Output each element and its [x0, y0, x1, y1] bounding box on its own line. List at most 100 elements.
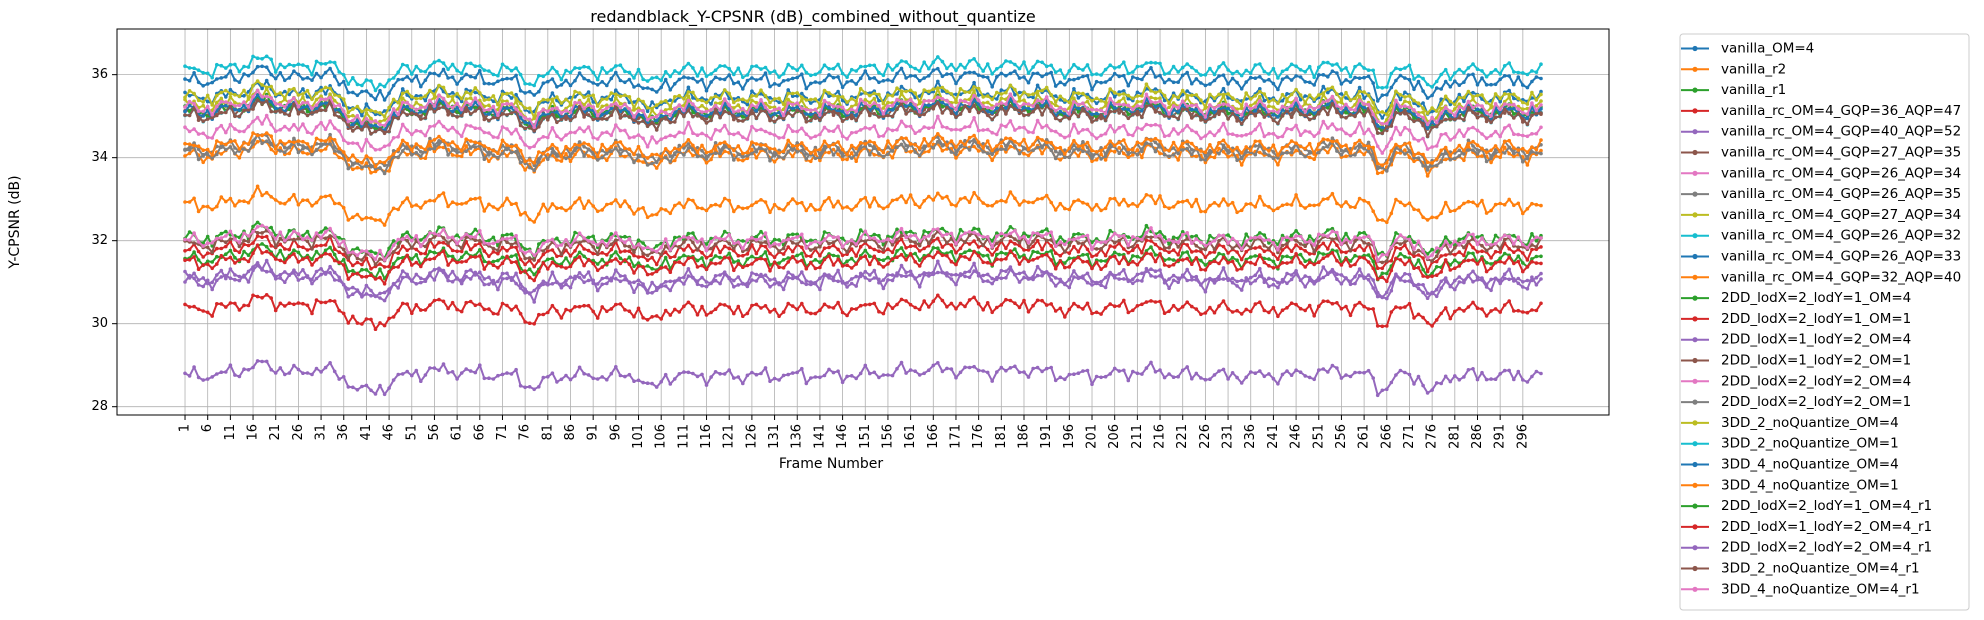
- series-point: [1312, 157, 1316, 161]
- series-point: [800, 91, 804, 96]
- series-point: [858, 303, 863, 308]
- series-point: [1208, 250, 1212, 255]
- series-point: [1081, 91, 1085, 96]
- series-point: [940, 226, 945, 231]
- series-point: [863, 303, 868, 307]
- series-point: [927, 194, 931, 199]
- series-point: [1534, 245, 1539, 249]
- series-point: [1326, 228, 1330, 232]
- series-point: [1158, 89, 1162, 93]
- series-point: [1407, 372, 1412, 377]
- series-point: [473, 238, 478, 242]
- series-point: [264, 78, 269, 83]
- series-point: [1126, 83, 1131, 88]
- series-point: [972, 80, 976, 85]
- series-point: [1375, 324, 1380, 328]
- series-point: [768, 379, 772, 384]
- series-point: [1149, 60, 1153, 65]
- series-point: [233, 277, 237, 282]
- series-point: [927, 241, 931, 245]
- series-point: [446, 67, 450, 72]
- series-point: [908, 88, 913, 93]
- series-point: [954, 306, 958, 311]
- series-point: [614, 238, 618, 242]
- series-point: [396, 251, 401, 255]
- series-point: [1430, 106, 1434, 110]
- series-point: [323, 62, 328, 66]
- series-point: [1416, 248, 1421, 253]
- series-point: [1335, 366, 1339, 370]
- series-point: [192, 91, 196, 96]
- series-point: [1276, 101, 1280, 105]
- series-point: [509, 236, 514, 240]
- series-point: [858, 128, 863, 132]
- series-point: [518, 257, 523, 262]
- series-point: [750, 203, 754, 207]
- series-point: [1484, 119, 1489, 124]
- series-point: [1330, 85, 1335, 90]
- series-point: [287, 301, 292, 306]
- series-point: [278, 91, 283, 95]
- series-point: [595, 243, 600, 247]
- series-point: [550, 77, 555, 81]
- series-point: [668, 382, 673, 386]
- series-point: [568, 254, 573, 258]
- series-point: [1076, 66, 1081, 71]
- series-point: [845, 313, 849, 318]
- series-point: [514, 281, 518, 286]
- series-point: [201, 309, 205, 313]
- series-point: [260, 296, 264, 300]
- series-point: [659, 100, 663, 104]
- series-point: [1516, 132, 1521, 137]
- series-point: [278, 201, 283, 205]
- series-point: [1221, 121, 1226, 126]
- series-point: [1307, 155, 1312, 160]
- series-point: [763, 200, 768, 204]
- series-point: [614, 70, 618, 75]
- series-point: [559, 252, 564, 256]
- series-point: [1357, 76, 1362, 80]
- series-point: [727, 91, 731, 96]
- series-point: [745, 252, 750, 256]
- series-point: [1457, 83, 1462, 87]
- series-point: [192, 276, 196, 281]
- series-point: [1280, 243, 1285, 248]
- series-point: [400, 233, 405, 237]
- series-point: [1335, 62, 1339, 66]
- series-point: [908, 229, 913, 234]
- series-point: [1053, 284, 1058, 288]
- series-point: [387, 78, 391, 82]
- series-point: [382, 109, 387, 113]
- series-point: [1525, 134, 1530, 139]
- series-point: [468, 197, 473, 201]
- series-point: [691, 371, 695, 376]
- series-point: [1035, 83, 1040, 88]
- series-point: [332, 369, 337, 374]
- series-point: [713, 141, 718, 145]
- series-point: [437, 119, 441, 124]
- series-point: [849, 208, 854, 212]
- series-point: [455, 68, 459, 73]
- series-point: [1453, 208, 1457, 213]
- series-point: [586, 199, 591, 203]
- series-point: [718, 154, 722, 159]
- series-point: [990, 203, 994, 208]
- series-point: [1425, 147, 1430, 151]
- series-point: [1443, 67, 1448, 72]
- series-point: [505, 237, 509, 241]
- series-point: [464, 123, 469, 127]
- series-point: [378, 321, 382, 325]
- series-point: [1199, 247, 1203, 251]
- series-point: [595, 209, 600, 214]
- series-point: [541, 252, 546, 257]
- series-point: [659, 252, 663, 257]
- series-point: [804, 381, 809, 386]
- series-point: [895, 302, 899, 307]
- series-point: [877, 249, 881, 253]
- series-point: [573, 230, 577, 235]
- series-point: [1171, 303, 1176, 308]
- series-point: [1230, 246, 1235, 251]
- series-point: [1375, 99, 1380, 103]
- series-point: [1321, 73, 1326, 77]
